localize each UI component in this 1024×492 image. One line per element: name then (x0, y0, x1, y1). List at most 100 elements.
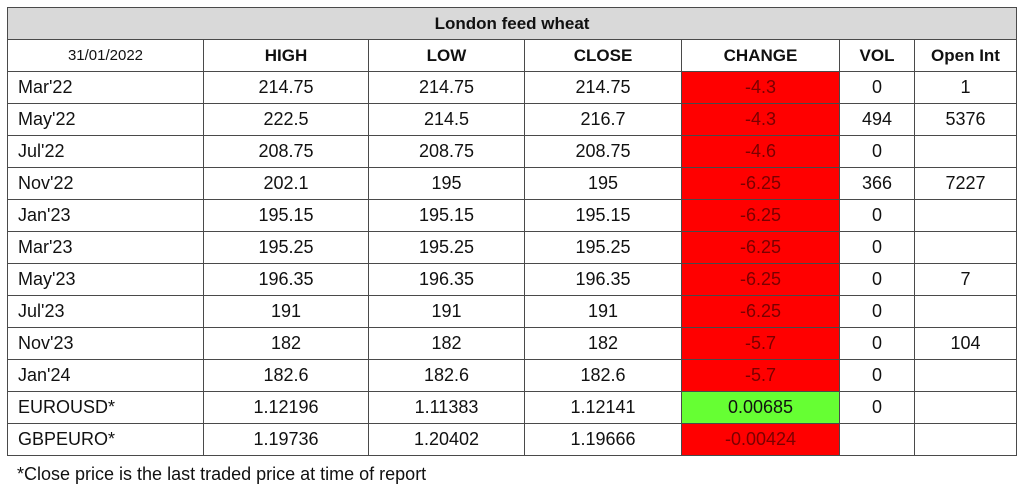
table-row: Mar'23 195.25 195.25 195.25 -6.25 0 (7, 231, 1018, 264)
cell-change: -0.00424 (681, 423, 840, 456)
cell-low: 191 (368, 295, 525, 328)
cell-change: -6.25 (681, 167, 840, 200)
cell-low: 1.11383 (368, 391, 525, 424)
cell-change: -4.3 (681, 71, 840, 104)
cell-close: 182 (524, 327, 682, 360)
cell-open-int: 5376 (913, 103, 1018, 136)
header-high: HIGH (203, 39, 369, 72)
cell-contract: Jul'23 (7, 295, 204, 328)
header-open-int: Open Int (913, 39, 1018, 72)
cell-high: 222.5 (203, 103, 369, 136)
table-row: May'23 196.35 196.35 196.35 -6.25 0 7 (7, 263, 1018, 296)
cell-close: 1.12141 (524, 391, 682, 424)
table-row: Jan'24 182.6 182.6 182.6 -5.7 0 (7, 359, 1018, 392)
cell-low: 1.20402 (368, 423, 525, 456)
cell-open-int: 104 (913, 327, 1018, 360)
table-row: GBPEURO* 1.19736 1.20402 1.19666 -0.00424 (7, 423, 1018, 456)
price-table: London feed wheat 31/01/2022 HIGH LOW CL… (6, 7, 1018, 456)
cell-contract: Nov'22 (7, 167, 204, 200)
cell-vol: 0 (839, 327, 915, 360)
header-date: 31/01/2022 (7, 39, 204, 72)
cell-change: -6.25 (681, 263, 840, 296)
cell-low: 195 (368, 167, 525, 200)
cell-low: 195.15 (368, 199, 525, 232)
cell-contract: Jan'24 (7, 359, 204, 392)
cell-close: 182.6 (524, 359, 682, 392)
cell-contract: Jul'22 (7, 135, 204, 168)
cell-open-int: 7227 (913, 167, 1018, 200)
cell-low: 182.6 (368, 359, 525, 392)
cell-open-int (913, 391, 1018, 424)
cell-close: 1.19666 (524, 423, 682, 456)
table-row: Jul'22 208.75 208.75 208.75 -4.6 0 (7, 135, 1018, 168)
cell-contract: Mar'23 (7, 231, 204, 264)
footnote: *Close price is the last traded price at… (17, 464, 427, 484)
table-row: Nov'22 202.1 195 195 -6.25 366 7227 (7, 167, 1018, 200)
cell-low: 214.75 (368, 71, 525, 104)
cell-high: 208.75 (203, 135, 369, 168)
cell-high: 182.6 (203, 359, 369, 392)
cell-close: 208.75 (524, 135, 682, 168)
cell-open-int (913, 231, 1018, 264)
header-low: LOW (368, 39, 525, 72)
cell-close: 214.75 (524, 71, 682, 104)
cell-vol: 0 (839, 391, 915, 424)
cell-high: 195.25 (203, 231, 369, 264)
cell-open-int (913, 423, 1018, 456)
table-title: London feed wheat (6, 7, 1018, 40)
header-row: 31/01/2022 HIGH LOW CLOSE CHANGE VOL Ope… (7, 39, 1018, 72)
header-close: CLOSE (524, 39, 682, 72)
cell-low: 196.35 (368, 263, 525, 296)
cell-change: 0.00685 (681, 391, 840, 424)
cell-open-int: 7 (913, 263, 1018, 296)
cell-close: 196.35 (524, 263, 682, 296)
cell-change: -5.7 (681, 327, 840, 360)
cell-high: 1.19736 (203, 423, 369, 456)
cell-change: -6.25 (681, 199, 840, 232)
cell-vol: 366 (839, 167, 915, 200)
table-row: Jul'23 191 191 191 -6.25 0 (7, 295, 1018, 328)
cell-contract: Mar'22 (7, 71, 204, 104)
cell-close: 195.25 (524, 231, 682, 264)
cell-low: 195.25 (368, 231, 525, 264)
cell-open-int (913, 199, 1018, 232)
cell-change: -4.3 (681, 103, 840, 136)
cell-vol: 0 (839, 199, 915, 232)
cell-vol: 0 (839, 359, 915, 392)
table-row: Nov'23 182 182 182 -5.7 0 104 (7, 327, 1018, 360)
cell-high: 182 (203, 327, 369, 360)
cell-contract: May'23 (7, 263, 204, 296)
cell-contract: Nov'23 (7, 327, 204, 360)
cell-high: 214.75 (203, 71, 369, 104)
cell-close: 195 (524, 167, 682, 200)
cell-high: 195.15 (203, 199, 369, 232)
table-row: Jan'23 195.15 195.15 195.15 -6.25 0 (7, 199, 1018, 232)
cell-contract: Jan'23 (7, 199, 204, 232)
cell-low: 214.5 (368, 103, 525, 136)
cell-change: -5.7 (681, 359, 840, 392)
cell-close: 216.7 (524, 103, 682, 136)
cell-change: -6.25 (681, 231, 840, 264)
cell-vol: 0 (839, 263, 915, 296)
cell-high: 196.35 (203, 263, 369, 296)
cell-low: 208.75 (368, 135, 525, 168)
cell-change: -6.25 (681, 295, 840, 328)
table-row: Mar'22 214.75 214.75 214.75 -4.3 0 1 (7, 71, 1018, 104)
cell-high: 1.12196 (203, 391, 369, 424)
cell-close: 195.15 (524, 199, 682, 232)
cell-open-int (913, 135, 1018, 168)
cell-low: 182 (368, 327, 525, 360)
cell-open-int: 1 (913, 71, 1018, 104)
cell-vol: 494 (839, 103, 915, 136)
cell-change: -4.6 (681, 135, 840, 168)
cell-open-int (913, 359, 1018, 392)
cell-high: 202.1 (203, 167, 369, 200)
header-change: CHANGE (681, 39, 840, 72)
price-table-container: London feed wheat 31/01/2022 HIGH LOW CL… (6, 7, 1018, 456)
cell-vol: 0 (839, 135, 915, 168)
table-row: EUROUSD* 1.12196 1.11383 1.12141 0.00685 0 (7, 391, 1018, 424)
cell-contract: EUROUSD* (7, 391, 204, 424)
cell-contract: May'22 (7, 103, 204, 136)
header-vol: VOL (839, 39, 915, 72)
table-row: May'22 222.5 214.5 216.7 -4.3 494 5376 (7, 103, 1018, 136)
